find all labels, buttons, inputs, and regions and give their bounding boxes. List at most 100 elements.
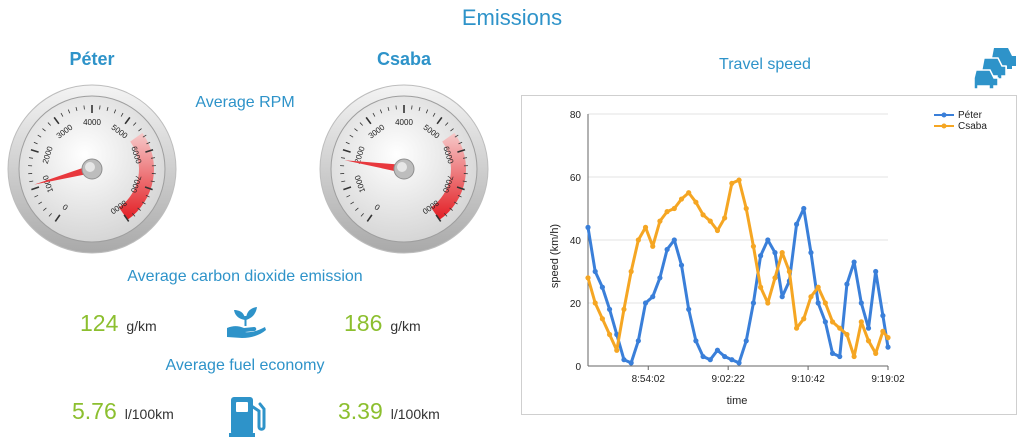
series-point: [793, 221, 800, 227]
series-point: [758, 284, 764, 290]
series-point: [635, 237, 641, 243]
gauge-tick: [387, 106, 390, 112]
gauge-tick: [436, 116, 443, 125]
series-point: [671, 237, 677, 243]
gauge-tick: [150, 180, 155, 183]
series-point: [678, 196, 685, 202]
series-point: [885, 344, 891, 350]
series-point: [693, 338, 699, 344]
series-point: [642, 224, 649, 230]
series-point: [829, 350, 836, 356]
gauge-tick: [445, 122, 449, 126]
gauge-tick: [349, 134, 354, 138]
series-point: [822, 300, 828, 306]
series-point: [844, 281, 850, 287]
gauge-tick: [53, 116, 60, 125]
gauge-tick: [462, 180, 467, 183]
cars-icon: [974, 48, 1016, 90]
gauge-tick: [395, 105, 397, 110]
travel-speed-label: Travel speed: [719, 56, 811, 73]
gauge-tick: [449, 207, 453, 211]
series-point: [873, 268, 879, 275]
series-point: [621, 306, 627, 312]
gauge-tick: [34, 194, 39, 198]
y-tick-label: 0: [575, 362, 581, 373]
gauge-tick: [343, 186, 352, 191]
gauge-tick: [142, 134, 147, 138]
y-tick-label: 40: [570, 236, 582, 247]
gauge-tick: [150, 157, 156, 159]
gauge-tick: [141, 201, 146, 205]
legend-marker-peter: [941, 112, 947, 118]
gauge-tick: [341, 180, 346, 183]
gauge-tick: [47, 122, 51, 126]
series-point: [844, 331, 850, 338]
gauge-tick: [138, 128, 142, 132]
series-point: [664, 246, 670, 253]
series-point: [729, 357, 735, 363]
series-point: [686, 306, 692, 312]
player-name-peter: Péter: [69, 49, 115, 69]
series-point: [858, 300, 864, 306]
gauge-needle: [34, 165, 94, 185]
series-point: [779, 294, 785, 300]
gauge-tick: [365, 116, 372, 125]
series-point: [729, 180, 735, 186]
series-point: [873, 350, 879, 356]
gauge-tick: [411, 105, 413, 110]
series-point: [722, 353, 728, 360]
gauge-tick: [60, 112, 64, 117]
gauge-tick: [372, 112, 376, 117]
x-axis-label: time: [727, 395, 748, 407]
series-point: [743, 338, 749, 344]
series-point: [628, 360, 634, 366]
gauge-tick: [99, 105, 101, 110]
series-point: [815, 300, 821, 306]
gauge-tick-label: 4000: [83, 118, 101, 127]
gauge-tick: [359, 122, 363, 126]
y-tick-label: 80: [570, 110, 582, 121]
legend: Péter Csaba: [934, 110, 987, 132]
gauge-tick: [462, 157, 468, 159]
series-point: [664, 209, 670, 215]
series-point: [642, 300, 649, 306]
gauge-tick: [444, 213, 448, 217]
series-point: [743, 205, 749, 212]
gauge-tick: [145, 148, 154, 153]
series-point: [808, 294, 814, 300]
fuel-unit-peter: l/100km: [124, 406, 174, 422]
gauge-tick: [75, 106, 78, 112]
series-point: [786, 268, 792, 275]
legend-label-peter: Péter: [958, 110, 983, 121]
x-tick-label: 8:54:02: [632, 374, 666, 385]
gauge-hub-highlight: [85, 162, 95, 172]
series-point: [714, 347, 721, 353]
series-point: [635, 338, 641, 344]
fuel-value-peter: 5.76: [72, 398, 117, 424]
co2-metric-csaba: 186 g/km: [344, 310, 421, 337]
series-point: [758, 253, 764, 259]
gauge-tick: [342, 148, 351, 153]
gauge-tick: [457, 194, 462, 198]
x-tick-label: 9:19:02: [871, 374, 905, 385]
series-point: [585, 224, 591, 230]
gauge-tick: [30, 148, 39, 153]
series-point: [628, 268, 634, 275]
gauge-tick: [350, 201, 355, 205]
series-point: [606, 306, 613, 312]
co2-metric-peter: 124 g/km: [80, 310, 157, 337]
gauge-tick-label: 0: [373, 202, 382, 212]
series-point: [650, 243, 656, 249]
series-point: [686, 190, 692, 196]
gauge-tick: [418, 106, 421, 112]
series-point: [851, 259, 857, 265]
gauge-tick: [137, 207, 141, 211]
gauge-tick: [124, 116, 131, 125]
series-point: [700, 353, 706, 360]
gauge-tick: [453, 201, 458, 205]
series-point: [885, 335, 891, 341]
series-point: [772, 275, 778, 281]
series-point: [880, 313, 886, 319]
series-line-péter: [586, 207, 890, 365]
series-point: [614, 347, 620, 353]
